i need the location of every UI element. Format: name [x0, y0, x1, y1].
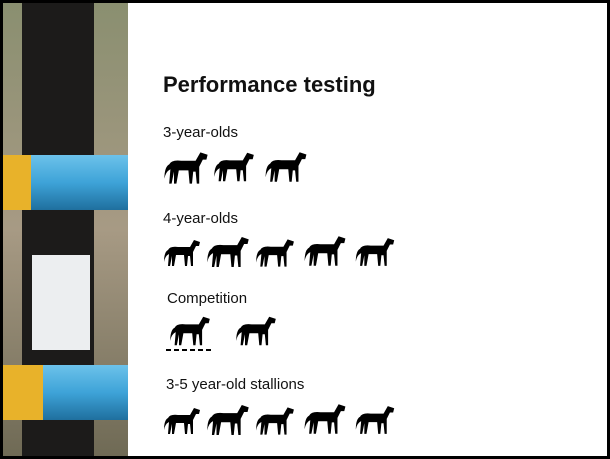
section-label: Competition: [167, 290, 247, 307]
slide: Performance testing 3-year-olds 4-year-o…: [0, 0, 610, 459]
slide-title: Performance testing: [163, 72, 376, 97]
photo: [3, 3, 128, 456]
page: Performance testing 3-year-olds 4-year-o…: [0, 0, 610, 459]
section-label: 3-year-olds: [163, 124, 238, 141]
section-label: 4-year-olds: [163, 210, 238, 227]
section-label: 3-5 year-old stallions: [166, 376, 304, 393]
